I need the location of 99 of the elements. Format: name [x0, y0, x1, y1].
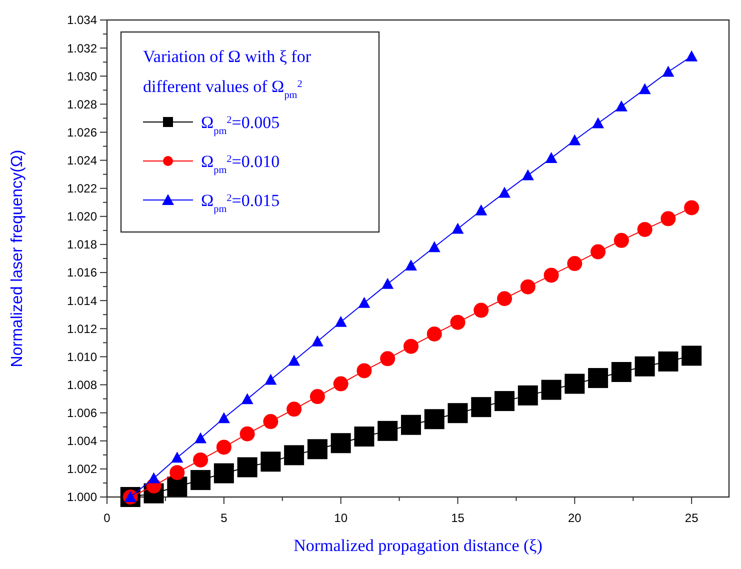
point: [237, 457, 258, 478]
point: [520, 279, 536, 294]
point: [193, 452, 208, 468]
x-tick-label: 15: [451, 511, 465, 525]
point: [330, 433, 351, 454]
point: [286, 402, 302, 417]
point: [658, 351, 678, 372]
y-tick-label: 1.004: [66, 434, 98, 448]
y-tick-label: 1.012: [66, 322, 98, 336]
point: [686, 50, 698, 62]
y-tick-label: 1.024: [66, 153, 98, 168]
y-tick-label: 1.014: [66, 294, 98, 308]
y-tick-label: 1.018: [66, 238, 98, 252]
point: [240, 426, 255, 442]
legend-label: Ω$_{pm}$$^{2}$=0.015: [201, 191, 280, 214]
point: [567, 256, 582, 272]
x-axis-title: Normalized propagation distance (ξ): [294, 536, 542, 555]
y-axis-title: Normalized laser frequency(Ω): [9, 150, 26, 368]
x-tick-label: 0: [104, 511, 111, 525]
point: [380, 351, 396, 366]
point: [260, 452, 281, 472]
point: [403, 338, 418, 354]
point: [284, 445, 304, 466]
y-tick-label: 1.028: [66, 97, 98, 112]
point: [358, 296, 370, 308]
point: [544, 268, 559, 283]
x-tick-label: 5: [220, 511, 228, 525]
point: [167, 476, 188, 497]
point: [611, 362, 632, 382]
y-tick-label: 1.022: [66, 182, 98, 196]
y-tick-label: 1.030: [66, 69, 98, 84]
point: [428, 241, 440, 252]
x-tick-label: 20: [568, 511, 582, 525]
point: [288, 354, 300, 366]
y-tick-label: 1.026: [66, 125, 98, 140]
point: [170, 465, 185, 480]
point: [522, 169, 534, 180]
point: [494, 391, 515, 412]
point: [637, 222, 652, 237]
point: [356, 363, 372, 378]
point: [400, 414, 421, 435]
point: [614, 232, 629, 248]
point: [378, 420, 398, 441]
point: [497, 291, 512, 306]
y-tick-label: 1.010: [66, 350, 98, 364]
point: [307, 439, 328, 460]
point: [615, 100, 628, 112]
point: [474, 302, 489, 318]
y-tick-label: 1.002: [66, 462, 98, 476]
y-tick-label: 1.008: [66, 378, 98, 392]
x-tick-label: 10: [334, 511, 348, 525]
y-tick-label: 1.032: [66, 41, 98, 56]
point: [448, 403, 468, 424]
point: [404, 260, 417, 271]
legend-label: Ω$_{pm}$$^{2}$=0.005: [201, 113, 280, 136]
point: [263, 414, 278, 430]
point: [452, 222, 464, 234]
point: [471, 397, 492, 418]
point: [568, 134, 581, 146]
point: [424, 409, 444, 430]
point: [545, 152, 558, 164]
point: [241, 393, 254, 404]
point: [310, 389, 325, 404]
point: [684, 200, 700, 216]
point: [216, 440, 232, 455]
point: [194, 432, 207, 444]
point: [334, 316, 347, 327]
y-tick-label: 1.020: [66, 210, 98, 224]
point: [264, 374, 277, 385]
point: [634, 356, 655, 376]
point: [450, 314, 466, 330]
point: [662, 66, 674, 77]
legend-label: Ω$_{pm}$$^{2}$=0.010: [201, 152, 280, 176]
point: [682, 346, 702, 366]
y-tick-label: 1.006: [66, 406, 98, 420]
point: [148, 472, 160, 484]
point: [564, 374, 585, 394]
point: [382, 278, 394, 289]
y-tick-label: 1.016: [66, 266, 98, 280]
point: [171, 452, 184, 463]
point: [518, 385, 538, 406]
x-tick-label: 25: [684, 511, 699, 525]
point: [541, 380, 562, 400]
point: [426, 326, 442, 342]
point: [354, 426, 374, 447]
point: [190, 470, 211, 490]
point: [590, 244, 606, 260]
point: [333, 376, 348, 392]
point: [660, 211, 676, 226]
point: [588, 368, 608, 388]
point: [638, 83, 651, 94]
point: [475, 204, 488, 216]
y-tick-label: 1.000: [66, 490, 98, 504]
point: [592, 117, 604, 128]
point: [214, 463, 234, 484]
y-tick-label: 1.034: [66, 13, 98, 28]
point: [311, 335, 324, 346]
point: [218, 412, 230, 424]
point: [498, 186, 511, 198]
